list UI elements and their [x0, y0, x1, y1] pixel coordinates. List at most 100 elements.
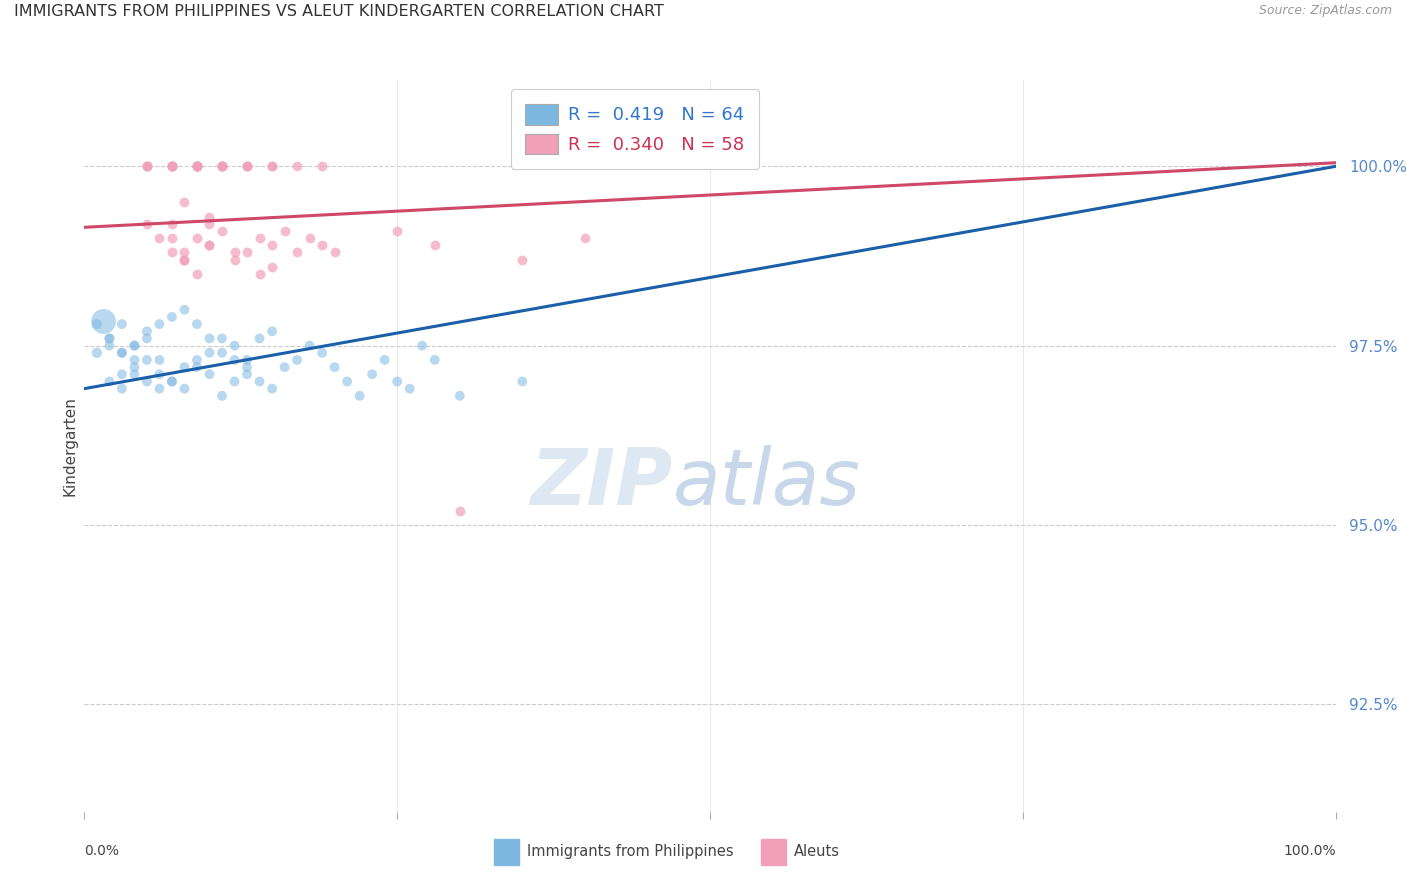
Point [385, 224, 409, 238]
Point [148, 231, 170, 245]
Point [236, 159, 259, 173]
Point [211, 159, 233, 173]
Point [374, 353, 396, 368]
Text: 100.0%: 100.0% [1284, 844, 1336, 858]
Legend: R =  0.419   N = 64, R =  0.340   N = 58: R = 0.419 N = 64, R = 0.340 N = 58 [510, 89, 759, 169]
Point [86, 345, 108, 359]
Point [512, 375, 534, 389]
Point [236, 360, 259, 375]
Point [124, 368, 146, 382]
Point [249, 375, 271, 389]
Point [148, 382, 170, 396]
Point [198, 368, 221, 382]
Point [160, 310, 183, 324]
Point [198, 331, 221, 345]
Point [273, 360, 295, 375]
Point [262, 382, 284, 396]
Point [211, 159, 233, 173]
Point [136, 353, 159, 368]
Point [160, 159, 183, 173]
Point [198, 238, 221, 252]
Point [124, 353, 146, 368]
Point [323, 360, 346, 375]
Point [98, 331, 121, 345]
Point [262, 324, 284, 338]
Point [111, 345, 134, 359]
Point [249, 267, 271, 281]
Point [298, 231, 321, 245]
Point [186, 159, 208, 173]
Point [224, 375, 246, 389]
Point [136, 159, 159, 173]
Point [323, 245, 346, 260]
Point [186, 267, 208, 281]
Point [236, 353, 259, 368]
Point [398, 382, 420, 396]
Point [186, 159, 208, 173]
Point [224, 353, 246, 368]
Point [160, 231, 183, 245]
Point [411, 338, 433, 352]
Point [91, 313, 114, 327]
Point [211, 389, 233, 403]
Point [111, 317, 134, 331]
Point [98, 375, 121, 389]
Point [136, 375, 159, 389]
Point [361, 368, 384, 382]
Point [173, 360, 195, 375]
Point [173, 195, 195, 210]
Point [136, 324, 159, 338]
Point [285, 353, 308, 368]
Point [298, 338, 321, 352]
Text: ZIP: ZIP [530, 444, 672, 521]
Point [111, 368, 134, 382]
Point [98, 338, 121, 352]
Point [449, 503, 471, 517]
Point [211, 331, 233, 345]
Point [224, 338, 246, 352]
Point [186, 231, 208, 245]
Point [148, 353, 170, 368]
Point [423, 353, 446, 368]
Point [236, 159, 259, 173]
Point [236, 245, 259, 260]
Point [198, 345, 221, 359]
Point [186, 360, 208, 375]
Point [186, 353, 208, 368]
Point [111, 382, 134, 396]
Point [148, 368, 170, 382]
Point [349, 389, 371, 403]
Text: Immigrants from Philippines: Immigrants from Philippines [527, 845, 734, 859]
Point [449, 389, 471, 403]
Text: 0.0%: 0.0% [84, 844, 120, 858]
Point [236, 368, 259, 382]
Point [124, 338, 146, 352]
Point [98, 331, 121, 345]
Point [211, 345, 233, 359]
Text: atlas: atlas [672, 444, 860, 521]
Point [198, 210, 221, 224]
Point [136, 159, 159, 173]
Point [111, 345, 134, 359]
Text: Aleuts: Aleuts [794, 845, 841, 859]
Point [136, 217, 159, 231]
Point [186, 159, 208, 173]
Point [160, 159, 183, 173]
Point [186, 159, 208, 173]
Point [262, 260, 284, 274]
Point [160, 159, 183, 173]
Point [160, 159, 183, 173]
Point [262, 238, 284, 252]
Point [512, 252, 534, 267]
Point [385, 375, 409, 389]
Point [198, 238, 221, 252]
Point [160, 375, 183, 389]
Point [173, 245, 195, 260]
Point [311, 159, 333, 173]
Point [285, 159, 308, 173]
Point [211, 159, 233, 173]
Text: Source: ZipAtlas.com: Source: ZipAtlas.com [1258, 4, 1392, 18]
Point [262, 159, 284, 173]
Point [211, 159, 233, 173]
Point [124, 360, 146, 375]
